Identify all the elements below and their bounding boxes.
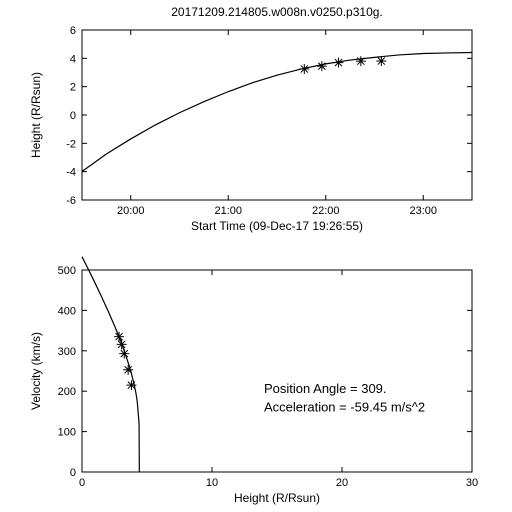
- x-axis-label: Start Time (09-Dec-17 19:26:55): [191, 219, 363, 233]
- y-tick-label: 0: [70, 110, 76, 122]
- y-tick-label: 400: [58, 305, 76, 317]
- x-tick-label: 20: [336, 477, 348, 489]
- x-tick-label: 0: [79, 477, 85, 489]
- x-axis-label: Height (R/Rsun): [234, 491, 320, 505]
- x-tick-label: 30: [466, 477, 478, 489]
- data-curve: [82, 53, 472, 172]
- y-tick-label: -2: [66, 138, 76, 150]
- y-tick-label: -4: [66, 167, 76, 179]
- x-tick-label: 21:00: [214, 205, 242, 217]
- x-tick-label: 22:00: [312, 205, 340, 217]
- data-curve: [82, 257, 139, 472]
- y-tick-label: 200: [58, 386, 76, 398]
- y-axis-label: Height (R/Rsun): [29, 72, 43, 158]
- y-tick-label: 4: [70, 53, 76, 65]
- y-tick-label: 2: [70, 82, 76, 94]
- figure-canvas: 20171209.214805.w008n.v0250.p310g. 20:00 2…: [0, 0, 512, 512]
- x-tick-label: 10: [206, 477, 218, 489]
- y-tick-label: 100: [58, 427, 76, 439]
- y-tick-label: 6: [70, 25, 76, 37]
- y-axis-label: Velocity (km/s): [29, 332, 43, 410]
- position-angle-text: Position Angle = 309.: [264, 381, 387, 396]
- x-tick-label: 23:00: [409, 205, 437, 217]
- y-tick-label: 300: [58, 346, 76, 358]
- x-tick-label: 20:00: [117, 205, 145, 217]
- y-tick-label: -6: [66, 195, 76, 207]
- chart-title: 20171209.214805.w008n.v0250.p310g.: [171, 5, 383, 19]
- y-tick-label: 0: [70, 467, 76, 479]
- y-tick-label: 500: [58, 265, 76, 277]
- acceleration-text: Acceleration = -59.45 m/s^2: [264, 399, 425, 414]
